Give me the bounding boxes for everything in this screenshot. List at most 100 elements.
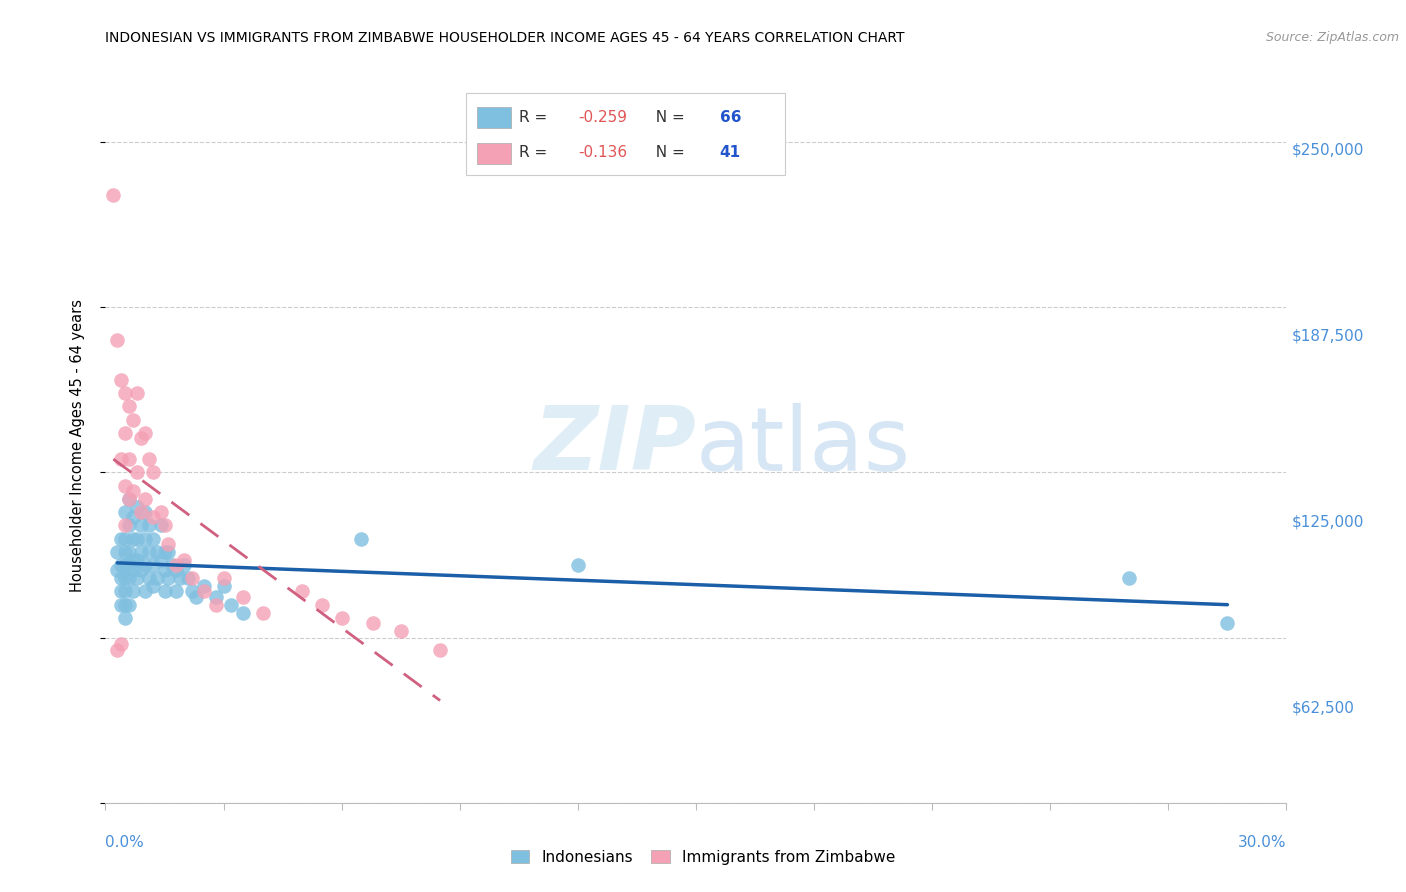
- Point: [361, 616, 384, 631]
- Point: [184, 590, 207, 604]
- Point: [212, 579, 235, 593]
- Point: [118, 571, 141, 585]
- Point: [153, 563, 176, 577]
- Point: [145, 545, 167, 559]
- Point: [129, 431, 152, 445]
- Point: [118, 598, 141, 612]
- Text: -0.259: -0.259: [578, 110, 627, 125]
- Point: [252, 606, 274, 620]
- Point: [162, 558, 184, 572]
- Text: N =: N =: [647, 145, 690, 161]
- Point: [157, 571, 180, 585]
- Point: [122, 532, 145, 546]
- Point: [330, 611, 353, 625]
- Point: [114, 532, 136, 546]
- Point: [114, 598, 136, 612]
- Point: [138, 518, 160, 533]
- Point: [118, 400, 141, 414]
- Point: [122, 412, 145, 426]
- Point: [114, 584, 136, 599]
- Point: [110, 637, 132, 651]
- Point: [110, 584, 132, 599]
- Point: [134, 491, 156, 506]
- Point: [232, 606, 254, 620]
- Legend: Indonesians, Immigrants from Zimbabwe: Indonesians, Immigrants from Zimbabwe: [505, 844, 901, 871]
- Text: R =: R =: [519, 145, 553, 161]
- Point: [105, 563, 128, 577]
- Point: [157, 545, 180, 559]
- Text: 30.0%: 30.0%: [1239, 835, 1286, 850]
- Point: [142, 466, 165, 480]
- Point: [177, 571, 200, 585]
- Y-axis label: Householder Income Ages 45 - 64 years: Householder Income Ages 45 - 64 years: [70, 300, 84, 592]
- Point: [103, 188, 125, 202]
- Point: [232, 590, 254, 604]
- Text: atlas: atlas: [696, 402, 911, 490]
- Point: [105, 333, 128, 347]
- Point: [221, 598, 243, 612]
- Point: [110, 571, 132, 585]
- Point: [105, 642, 128, 657]
- Point: [204, 590, 226, 604]
- Point: [204, 598, 226, 612]
- Text: N =: N =: [647, 110, 690, 125]
- Point: [153, 518, 176, 533]
- Point: [165, 584, 187, 599]
- Text: R =: R =: [519, 110, 553, 125]
- Point: [114, 386, 136, 401]
- Point: [110, 532, 132, 546]
- Point: [118, 491, 141, 506]
- Point: [138, 452, 160, 467]
- Point: [389, 624, 412, 638]
- Point: [114, 505, 136, 519]
- Point: [114, 611, 136, 625]
- FancyBboxPatch shape: [478, 143, 510, 164]
- Point: [105, 545, 128, 559]
- Point: [114, 558, 136, 572]
- Point: [134, 584, 156, 599]
- Point: [129, 545, 152, 559]
- Point: [212, 571, 235, 585]
- Point: [125, 466, 148, 480]
- Point: [129, 518, 152, 533]
- Point: [114, 478, 136, 492]
- Point: [118, 518, 141, 533]
- Text: Source: ZipAtlas.com: Source: ZipAtlas.com: [1265, 31, 1399, 45]
- Point: [125, 571, 148, 585]
- Point: [114, 545, 136, 559]
- Text: -0.136: -0.136: [578, 145, 627, 161]
- Point: [142, 558, 165, 572]
- Point: [311, 598, 333, 612]
- Point: [165, 563, 187, 577]
- Text: 0.0%: 0.0%: [105, 835, 145, 850]
- Point: [567, 558, 589, 572]
- Point: [173, 558, 195, 572]
- Point: [110, 452, 132, 467]
- Point: [110, 598, 132, 612]
- Point: [142, 532, 165, 546]
- Point: [1216, 616, 1239, 631]
- Point: [118, 452, 141, 467]
- Point: [157, 537, 180, 551]
- Point: [134, 505, 156, 519]
- Point: [142, 579, 165, 593]
- Point: [173, 552, 195, 566]
- Point: [125, 500, 148, 514]
- Point: [122, 563, 145, 577]
- Point: [114, 518, 136, 533]
- Point: [142, 510, 165, 524]
- Point: [134, 558, 156, 572]
- Point: [125, 386, 148, 401]
- Point: [153, 584, 176, 599]
- Point: [138, 545, 160, 559]
- Point: [193, 579, 215, 593]
- Text: 41: 41: [720, 145, 741, 161]
- Point: [125, 532, 148, 546]
- Point: [122, 510, 145, 524]
- Text: 66: 66: [720, 110, 741, 125]
- Point: [291, 584, 314, 599]
- Point: [114, 571, 136, 585]
- Point: [118, 491, 141, 506]
- Point: [129, 563, 152, 577]
- Point: [122, 483, 145, 498]
